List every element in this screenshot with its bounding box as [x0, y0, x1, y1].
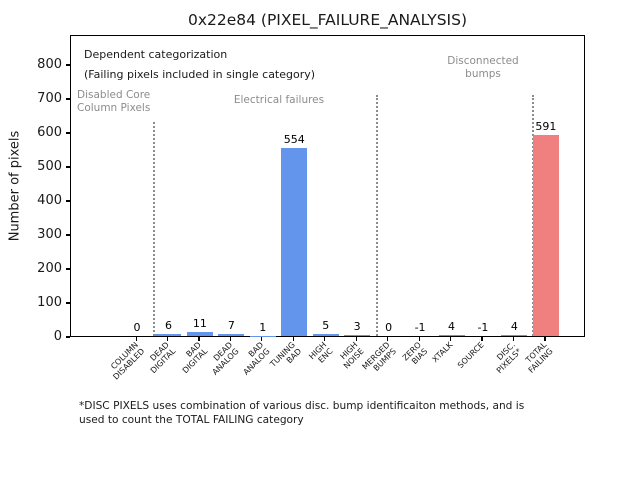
y-tick-mark-400 [66, 200, 70, 202]
y-tick-label-400: 400 [37, 192, 62, 208]
value-label-xtalk: 4 [448, 319, 455, 333]
dependent-categorization-note: Dependent categorization (Failing pixels… [84, 48, 316, 81]
bar-xtalk [438, 334, 465, 336]
bar-total-failing [532, 135, 559, 336]
x-tick-mark-dead-digital [166, 337, 169, 341]
y-tick-label-300: 300 [37, 226, 62, 242]
bar-high-noise [344, 334, 371, 336]
x-tick-mark-total-failing [544, 337, 546, 341]
x-tick-mark-tuning-bad [292, 337, 294, 341]
footnote: *DISC PIXELS uses combination of various… [79, 400, 524, 427]
value-label-source: -1 [477, 321, 489, 334]
value-label-bad-digital: 11 [192, 317, 207, 331]
x-tick-text-dead-digital: DEAD DIGITAL [148, 340, 178, 375]
bar-dead-analog [218, 333, 245, 336]
x-tick-text-disc-pixels: DISC. PIXELS* [494, 340, 524, 375]
x-tick-text-bad-analog: BAD ANALOG [241, 340, 272, 377]
y-tick-mark-500 [66, 166, 70, 168]
value-label-bad-analog: 1 [259, 320, 267, 334]
bar-tuning-bad [281, 147, 308, 336]
bar-high-enc [312, 334, 339, 336]
y-tick-mark-300 [66, 234, 70, 236]
x-tick-text-column-disabled: COLUMN DISABLED [108, 340, 146, 382]
value-label-zero-bias: -1 [414, 321, 426, 334]
x-tick-mark-bad-analog [261, 337, 263, 341]
x-tick-text-bad-digital: BAD DIGITAL [180, 340, 209, 375]
x-tick-mark-high-noise [355, 337, 357, 341]
x-tick-text-high-enc: HIGH ENC [307, 340, 335, 365]
bar-bad-digital [186, 332, 213, 336]
value-label-high-noise: 3 [353, 319, 361, 333]
x-tick-text-zero-bias: ZERO BIAS [400, 340, 429, 366]
separator-electrical-vs-bumps [376, 94, 379, 336]
disconnected-bumps-note: Disconnected bumps [447, 55, 519, 80]
value-label-tuning-bad: 554 [283, 132, 305, 146]
plot-area: 0 6 11 7 1 554 5 3 0 -1 4 -1 4 591 Dependent categoriz… [70, 35, 585, 337]
disabled-core-column-pixels-note: Disabled Core Column Pixels [77, 89, 151, 114]
x-tick-mark-disc-pixels [512, 337, 515, 341]
y-tick-mark-0 [66, 336, 70, 338]
y-tick-label-700: 700 [37, 90, 62, 106]
x-tick-mark-high-enc [324, 337, 326, 341]
x-tick-mark-dead-analog [229, 337, 232, 341]
value-label-merged-bumps: 0 [385, 321, 393, 334]
x-tick-mark-merged-bumps [387, 337, 389, 341]
x-tick-mark-zero-bias [418, 337, 420, 341]
value-label-high-enc: 5 [322, 319, 330, 333]
value-label-total-failing: 591 [535, 120, 557, 134]
y-tick-mark-200 [66, 268, 70, 270]
x-tick-mark-xtalk [450, 337, 452, 341]
y-tick-label-0: 0 [53, 329, 62, 344]
value-label-dead-analog: 7 [227, 318, 235, 332]
y-tick-mark-100 [66, 302, 70, 304]
x-tick-text-tuning-bad: TUNING BAD [268, 340, 303, 369]
separator-disabled-vs-electrical [152, 121, 155, 336]
y-tick-mark-700 [66, 98, 70, 100]
x-tick-mark-column-disabled [135, 337, 137, 341]
x-tick-text-xtalk: XTALK [430, 340, 455, 365]
x-tick-text-merged-bumps: MERGED BUMPS [360, 340, 398, 373]
bar-dead-digital [155, 333, 182, 336]
value-label-disc-pixels: 4 [510, 319, 518, 333]
y-tick-label-100: 100 [37, 294, 62, 310]
chart-title: 0x22e84 (PIXEL_FAILURE_ANALYSIS) [187, 11, 468, 29]
y-tick-mark-800 [66, 64, 70, 66]
x-tick-text-source: SOURCE [455, 340, 486, 371]
y-tick-label-500: 500 [37, 158, 62, 174]
y-tick-label-800: 800 [37, 56, 62, 72]
y-tick-label-600: 600 [37, 124, 62, 140]
x-tick-mark-source [481, 337, 483, 341]
value-label-column-disabled: 0 [133, 321, 141, 334]
bar-disc-pixels [501, 334, 528, 336]
footnote-line-2: used to count the TOTAL FAILING category [79, 413, 304, 426]
value-label-dead-digital: 6 [164, 318, 172, 332]
y-axis-title: Number of pixels [7, 130, 23, 242]
footnote-line-1: *DISC PIXELS uses combination of various… [79, 400, 525, 412]
y-tick-label-200: 200 [37, 260, 62, 276]
x-tick-text-dead-analog: DEAD ANALOG [209, 340, 241, 377]
x-tick-text-total-failing: TOTAL FAILING [524, 340, 555, 375]
electrical-failures-note: Electrical failures [233, 94, 325, 106]
y-tick-mark-600 [66, 132, 70, 134]
x-tick-mark-bad-digital [198, 337, 200, 341]
